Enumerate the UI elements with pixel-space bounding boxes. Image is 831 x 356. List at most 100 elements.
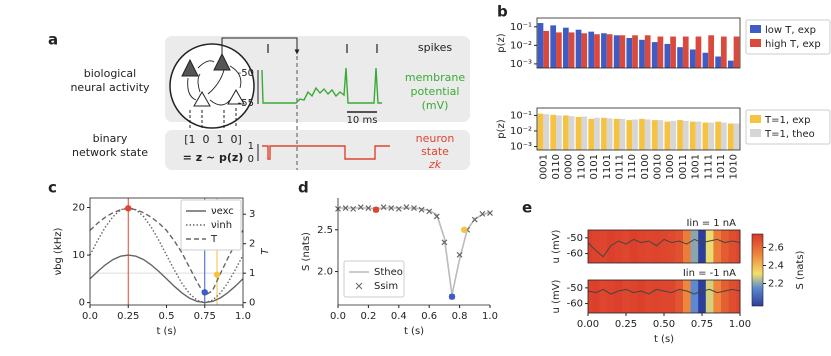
x-tick-label: 0000: [564, 154, 575, 179]
x-tick-label: 0.8: [452, 311, 468, 322]
heat-cell: [591, 230, 600, 263]
marker: [411, 205, 417, 211]
heat-cell: [614, 230, 623, 263]
panel-label: a: [48, 31, 58, 49]
x-tick-label: 0001: [538, 154, 549, 179]
heat-cell: [713, 230, 722, 263]
y-axis-label: p(z): [496, 119, 507, 138]
x-tick-label: 1.0: [482, 311, 498, 322]
bar: [537, 23, 544, 68]
bar: [670, 120, 676, 150]
bar: [632, 119, 638, 150]
x-tick-label: 0.5: [159, 311, 175, 322]
bar: [543, 114, 550, 150]
bar: [563, 27, 569, 68]
heat-cell: [705, 230, 714, 263]
x-tick-label: 0.4: [391, 311, 407, 322]
heat-cell: [690, 230, 699, 263]
x-tick-label: 0010: [653, 154, 664, 179]
bar: [626, 120, 633, 150]
colorbar-tick-label: 2.4: [768, 261, 784, 272]
row-label: neural activity: [70, 81, 150, 94]
heat-cell: [588, 230, 593, 263]
plot-title: Iin = 1 nA: [686, 218, 736, 229]
bar: [657, 120, 664, 150]
bar: [708, 122, 714, 150]
network: [169, 43, 255, 129]
x-axis-label: t (s): [156, 326, 176, 337]
legend-box: [745, 109, 831, 145]
bar: [575, 116, 582, 150]
bar: [581, 116, 588, 150]
bar: [715, 121, 721, 150]
x-tick-label: 1000: [665, 154, 676, 179]
bar: [619, 118, 626, 150]
bar: [670, 36, 676, 68]
bar: [664, 121, 671, 150]
bar: [568, 116, 575, 150]
bar: [550, 25, 557, 69]
label: (mV): [422, 99, 449, 112]
label: state: [421, 145, 449, 158]
legend-label: νexc: [211, 206, 234, 217]
legend-label: Ssim: [374, 281, 398, 292]
marker: [441, 239, 448, 246]
y-axis-label: p(z): [496, 33, 507, 52]
heat-cell: [660, 280, 669, 313]
y2-tick-label: 2: [249, 239, 255, 250]
neuron: [227, 88, 245, 105]
axes-frame: [536, 107, 741, 151]
colorbar-tick-label: 2.2: [768, 279, 784, 290]
heat-cell: [652, 230, 661, 263]
y2-tick-label: 1: [249, 268, 255, 279]
x-tick-label: 0.25: [117, 311, 139, 322]
bar: [689, 121, 696, 150]
x-tick-label: 0.25: [615, 319, 637, 330]
y-tick-label: 10⁻¹: [510, 22, 532, 33]
bar: [537, 113, 544, 150]
legend-label: high T, exp: [765, 39, 821, 50]
bar: [720, 36, 727, 68]
legend-label: T: [210, 234, 218, 245]
bar: [601, 33, 607, 68]
synapse: [187, 60, 242, 106]
y-axis-label: νbg (kHz): [53, 227, 64, 275]
bar: [543, 30, 550, 68]
legend-label: νinh: [211, 220, 232, 231]
marker: [342, 205, 349, 211]
colorbar: [751, 233, 764, 307]
highlight-point: [460, 226, 468, 233]
highlight-point: [125, 205, 132, 212]
bar: [702, 122, 709, 150]
marker: [357, 204, 364, 211]
box: [165, 130, 470, 170]
heat-cell: [629, 280, 638, 313]
state-vector: [1 0 1 0]: [184, 133, 242, 146]
y-tick-label: -60: [567, 299, 583, 310]
legend-box: [745, 19, 831, 55]
x-tick-label: 0011: [678, 154, 689, 179]
heat-cell: [705, 280, 714, 313]
heat-cell: [607, 280, 616, 313]
panel-label: c: [48, 179, 57, 197]
bar: [727, 60, 734, 68]
heat-cell: [599, 280, 608, 313]
y-tick-label: -50: [567, 233, 583, 244]
line: [89, 206, 244, 304]
bar: [657, 36, 664, 68]
state-trace: [262, 145, 390, 160]
x-tick-label: 1011: [716, 154, 727, 179]
row-label: binary: [93, 132, 128, 145]
heat-cell: [713, 280, 722, 313]
bar: [639, 118, 645, 150]
y-tick-label: 2.0: [317, 267, 333, 278]
y-axis-label: u (mV): [551, 279, 562, 313]
legend-label: T=1, exp: [764, 115, 810, 126]
legend-swatch: [750, 129, 761, 137]
marker: [350, 205, 357, 212]
y-tick-label: 10⁻³: [510, 59, 532, 70]
bar: [651, 42, 658, 68]
bar: [606, 118, 613, 150]
heat-cell: [736, 230, 741, 263]
bar: [682, 36, 689, 68]
